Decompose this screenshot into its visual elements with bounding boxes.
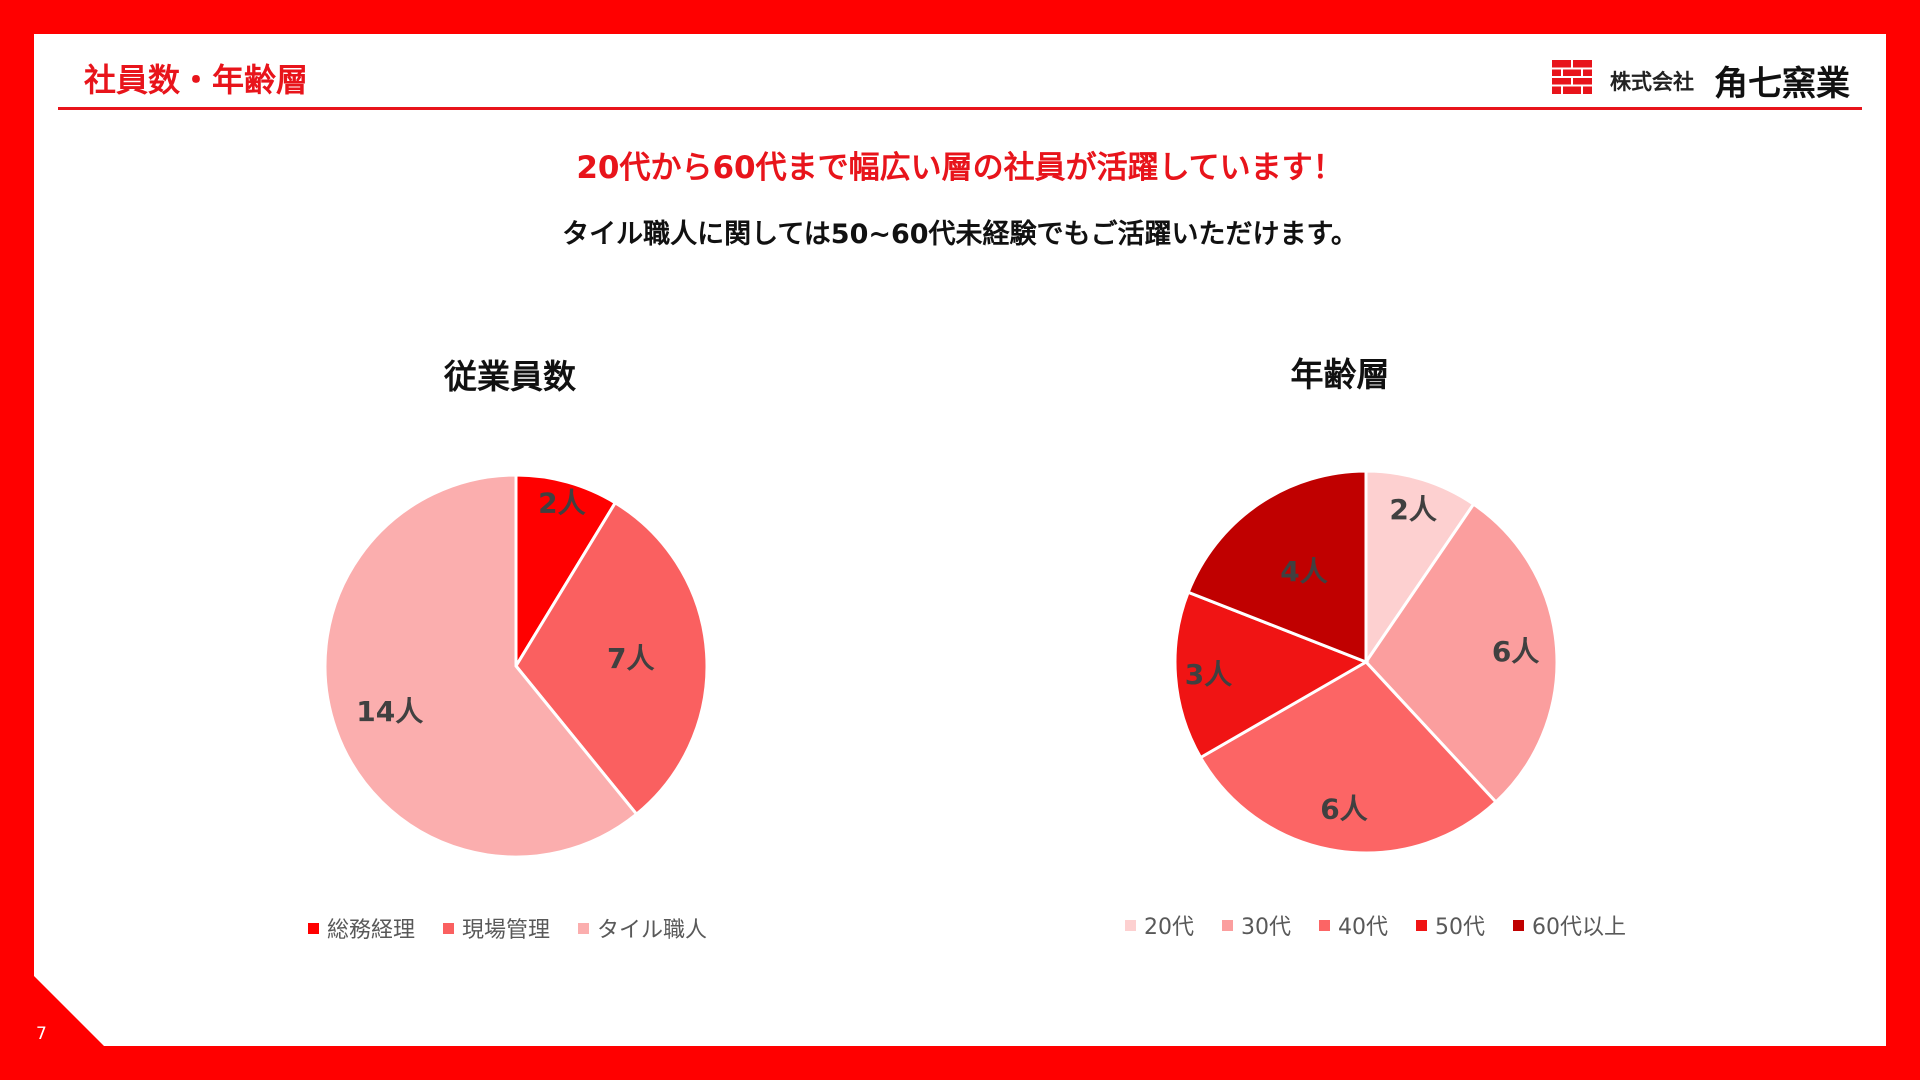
data-label-30s: 6人	[1492, 635, 1539, 668]
legend-label: タイル職人	[597, 918, 708, 943]
legend-label: 50代	[1435, 915, 1485, 940]
brick-logo-icon	[1552, 60, 1592, 94]
legend-label: 現場管理	[462, 918, 551, 943]
legend-item-20s: 20代	[1125, 909, 1194, 941]
legend-label: 総務経理	[327, 918, 416, 943]
legend-swatch	[1222, 919, 1233, 931]
legend-item-60s-plus: 60代以上	[1513, 909, 1626, 941]
legend-label: 40代	[1338, 915, 1388, 940]
data-label-40s: 6人	[1320, 792, 1367, 825]
legend-swatch	[1416, 919, 1427, 931]
pie-slice-60s-plus	[1186, 469, 1368, 665]
pie-slice-40s	[1198, 660, 1499, 855]
page-number: 7	[36, 1024, 47, 1044]
pie-slice-20s	[1364, 469, 1476, 667]
legend-item-40s: 40代	[1319, 909, 1388, 941]
legend-swatch	[443, 922, 455, 934]
chart-title-employees: 従業員数	[444, 357, 576, 396]
data-label-genba-kanri: 7人	[607, 642, 654, 675]
corner-decoration	[34, 976, 104, 1046]
data-label-20s: 2人	[1389, 493, 1436, 526]
page-title: 社員数・年齢層	[84, 61, 309, 99]
legend-swatch	[1513, 919, 1524, 931]
legend-item-genba-kanri: 現場管理	[443, 912, 550, 944]
company-prefix: 株式会社	[1610, 70, 1694, 94]
legend-item-soumu-keiri: 総務経理	[308, 912, 415, 944]
legend-label: 60代以上	[1532, 915, 1626, 940]
subheadline: タイル職人に関しては50~60代未経験でもご活躍いただけます。	[562, 219, 1358, 250]
data-label-tile-shokunin: 14人	[356, 695, 423, 728]
pie-slice-tile-shokunin	[323, 473, 639, 859]
legend-swatch	[1319, 919, 1330, 931]
pie-slice-genba-kanri	[514, 500, 709, 817]
company-name: 角七窯業	[1714, 64, 1850, 104]
legend-swatch	[1125, 919, 1136, 931]
legend-item-tile-shokunin: タイル職人	[578, 912, 707, 944]
data-label-50s: 3人	[1185, 658, 1232, 691]
pie-slice-50s	[1173, 590, 1370, 760]
pie-slice-soumu-keiri	[514, 473, 618, 672]
pie-slice-30s	[1364, 502, 1559, 805]
legend-item-30s: 30代	[1222, 909, 1291, 941]
chart-title-age: 年齢層	[1290, 355, 1390, 394]
headline: 20代から60代まで幅広い層の社員が活躍しています！	[576, 150, 1344, 186]
header-divider	[58, 107, 1862, 110]
pie-chart-employees: 2人 7人 14人	[323, 473, 709, 859]
data-label-soumu-keiri: 2人	[538, 486, 585, 519]
legend-employees: 総務経理 現場管理 タイル職人	[308, 912, 707, 944]
legend-item-50s: 50代	[1416, 909, 1485, 941]
legend-label: 30代	[1241, 915, 1291, 940]
legend-swatch	[578, 922, 590, 934]
pie-chart-age: 2人 6人 6人 3人 4人	[1173, 469, 1559, 855]
legend-age: 20代 30代 40代 50代 60代以上	[1125, 909, 1626, 941]
slide-background	[34, 34, 1886, 1046]
legend-label: 20代	[1144, 915, 1194, 940]
legend-swatch	[308, 922, 319, 934]
data-label-60s-plus: 4人	[1280, 555, 1327, 588]
